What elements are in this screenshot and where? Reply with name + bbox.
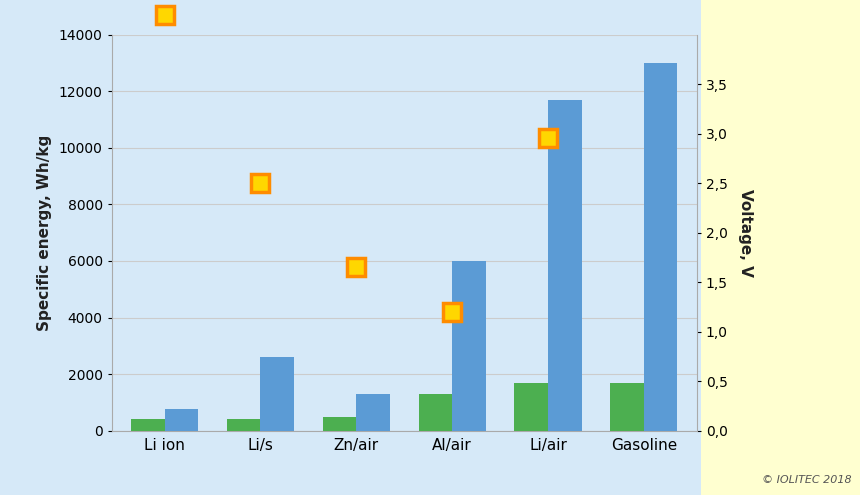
- Bar: [514, 383, 548, 431]
- Bar: [356, 394, 390, 431]
- Bar: [419, 394, 452, 431]
- Bar: [644, 63, 678, 431]
- Bar: [131, 419, 164, 431]
- Bar: [452, 261, 486, 431]
- Y-axis label: Specific energy, Wh/kg: Specific energy, Wh/kg: [37, 135, 52, 331]
- Bar: [164, 409, 198, 431]
- Bar: [322, 416, 356, 431]
- Bar: [611, 383, 644, 431]
- Bar: [261, 357, 294, 431]
- Text: © IOLITEC 2018: © IOLITEC 2018: [762, 475, 851, 485]
- Bar: [548, 100, 581, 431]
- Legend: Practical, Theoretical, Nominal voltage: Practical, Theoretical, Nominal voltage: [138, 490, 577, 495]
- Bar: [227, 419, 261, 431]
- Y-axis label: Voltage, V: Voltage, V: [738, 189, 752, 277]
